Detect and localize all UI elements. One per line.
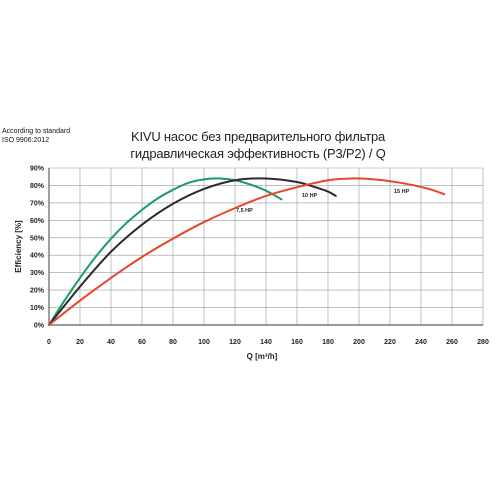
x-tick-label: 180 [322,339,334,346]
x-tick-label: 260 [446,339,458,346]
y-tick-label: 60% [30,218,45,225]
x-tick-label: 220 [384,339,396,346]
x-tick-label: 20 [76,339,84,346]
series-labels: 7,5 HP 10 HP 15 HP [236,189,410,214]
y-tick-label: 20% [30,288,45,295]
y-tick-label: 70% [30,200,45,207]
y-tick-label: 90% [30,166,45,173]
x-tick-label: 160 [291,339,303,346]
series-lines [48,177,446,326]
x-tick-label: 40 [107,339,115,346]
x-tick-label: 200 [353,339,365,346]
x-tick-label: 60 [138,339,146,346]
chart-title: KIVU насос без предварительного фильтра … [108,128,408,162]
series-line-7-5-hp [48,177,283,326]
standard-note-line1: According to standard [2,128,71,135]
y-axis-label: Efficiency [%] [14,220,23,273]
x-tick-label: 240 [415,339,427,346]
series-label: 15 HP [394,189,410,195]
y-tick-label: 80% [30,183,45,190]
series-line-10-hp [48,177,337,326]
standard-note-line2: ISO 9906:2012 [2,137,50,144]
standard-note: According to standard ISO 9906:2012 [2,127,70,145]
x-tick-label: 120 [229,339,241,346]
x-tick-label: 280 [477,339,489,346]
y-tick-label: 0% [34,323,45,330]
y-tick-label: 50% [30,235,45,242]
x-tick-label: 0 [47,339,51,346]
chart-title-line2: гидравлическая эффективность (P3/P2) / Q [130,146,386,161]
series-label: 10 HP [302,193,318,199]
series-line-15-hp [48,177,446,326]
x-tick-label: 100 [198,339,210,346]
y-tick-label: 30% [30,270,45,277]
x-tick-label: 80 [169,339,177,346]
y-tick-label: 40% [30,253,45,260]
x-tick-label: 140 [260,339,272,346]
x-axis-label: Q [m³/h] [247,352,278,361]
axes: 0 20 40 60 80 100 120 140 160 180 200 220 240 260 280 0… [30,166,489,347]
series-label: 7,5 HP [236,208,253,214]
y-tick-label: 10% [30,305,45,312]
chart-title-line1: KIVU насос без предварительного фильтра [130,129,386,144]
